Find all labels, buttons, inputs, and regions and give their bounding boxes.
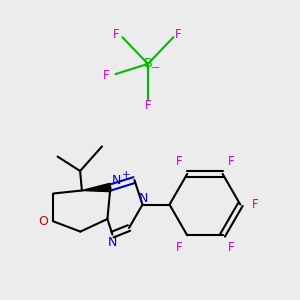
Text: O: O [38, 215, 48, 228]
Text: +: + [122, 170, 130, 181]
Text: F: F [103, 69, 109, 82]
Text: F: F [251, 198, 258, 211]
Text: F: F [145, 99, 151, 112]
Text: F: F [175, 28, 181, 41]
Text: F: F [228, 155, 234, 168]
Polygon shape [82, 183, 111, 192]
Text: F: F [113, 28, 120, 41]
Text: −: − [151, 63, 160, 74]
Text: N: N [139, 191, 148, 205]
Text: N: N [108, 236, 117, 249]
Text: N: N [112, 174, 121, 188]
Text: F: F [176, 241, 182, 254]
Text: F: F [228, 241, 234, 254]
Text: F: F [176, 155, 182, 168]
Text: B: B [143, 57, 152, 70]
